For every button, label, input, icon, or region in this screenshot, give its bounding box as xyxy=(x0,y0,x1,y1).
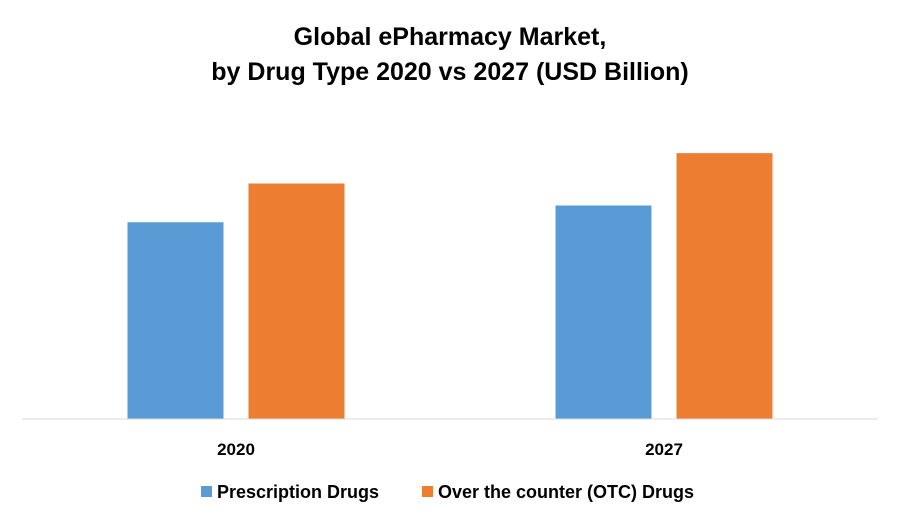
x-tick-labels: 2020 2027 xyxy=(217,440,683,459)
x-tick-label-2027: 2027 xyxy=(645,440,683,459)
chart-title-line-1: Global ePharmacy Market, xyxy=(294,23,607,51)
bar-2020-series-1 xyxy=(127,222,224,419)
chart-title-line-2: by Drug Type 2020 vs 2027 (USD Billion) xyxy=(211,58,688,86)
bar-group xyxy=(127,153,773,419)
x-tick-label-2020: 2020 xyxy=(217,440,255,459)
legend-label-series-1: Prescription Drugs xyxy=(217,482,379,502)
legend-swatch-series-1 xyxy=(201,486,212,497)
bar-2020-series-2 xyxy=(248,183,345,419)
legend: Prescription Drugs Over the counter (OTC)… xyxy=(201,482,694,502)
bar-2027-series-2 xyxy=(676,153,773,419)
legend-label-series-2: Over the counter (OTC) Drugs xyxy=(438,482,694,502)
bar-2027-series-1 xyxy=(555,205,652,419)
legend-swatch-series-2 xyxy=(422,486,433,497)
